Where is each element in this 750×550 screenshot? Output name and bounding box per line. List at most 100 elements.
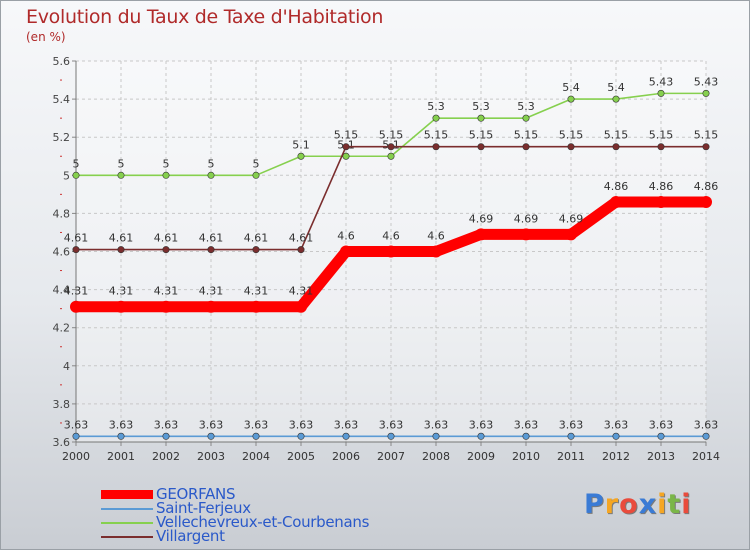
data-point-saint-ferjeux: [522, 432, 530, 440]
data-point-villargent: [522, 143, 530, 151]
data-label-saint-ferjeux: 3.63: [199, 418, 224, 431]
data-point-georfans: [295, 300, 307, 313]
data-point-saint-ferjeux: [567, 432, 575, 440]
data-point-saint-ferjeux: [432, 432, 440, 440]
x-tick-label: 2007: [377, 450, 405, 463]
data-label-saint-ferjeux: 3.63: [244, 418, 269, 431]
y-tick-label: 4.8: [53, 207, 71, 220]
data-label-saint-ferjeux: 3.63: [154, 418, 179, 431]
proxiti-logo: Proxiti: [584, 489, 692, 520]
data-label-saint-ferjeux: 3.63: [514, 418, 539, 431]
legend-item: GEORFANS: [101, 485, 421, 503]
x-tick-label: 2013: [647, 450, 675, 463]
data-label-saint-ferjeux: 3.63: [109, 418, 134, 431]
data-point-villargent: [252, 246, 260, 254]
data-label-villargent: 5.15: [694, 129, 719, 142]
data-point-georfans: [115, 300, 127, 313]
data-point-villargent: [567, 143, 575, 151]
x-tick-label: 2009: [467, 450, 495, 463]
data-label-georfans: 4.31: [154, 285, 179, 298]
data-point-saint-ferjeux: [342, 432, 350, 440]
logo-letter: x: [638, 489, 658, 520]
data-label-villargent: 5.15: [514, 129, 539, 142]
data-label-georfans: 4.6: [427, 230, 445, 243]
y-tick-label: 5.2: [53, 131, 71, 144]
data-point-villargent: [387, 143, 395, 151]
legend-label: Villargent: [156, 527, 225, 545]
x-tick-label: 2012: [602, 450, 630, 463]
data-label-villargent: 4.61: [64, 232, 89, 245]
data-point-georfans: [160, 300, 172, 313]
data-label-vellechevreux-et-courbenans: 5.3: [427, 100, 445, 113]
data-label-saint-ferjeux: 3.63: [64, 418, 89, 431]
data-point-georfans: [475, 228, 487, 241]
data-point-saint-ferjeux: [72, 432, 80, 440]
legend-item: Saint-Ferjeux: [101, 499, 421, 517]
x-tick-label: 2008: [422, 450, 450, 463]
data-label-vellechevreux-et-courbenans: 5.4: [562, 81, 580, 94]
data-label-georfans: 4.31: [244, 285, 269, 298]
data-label-georfans: 4.69: [469, 212, 494, 225]
data-label-villargent: 5.15: [379, 129, 404, 142]
data-label-vellechevreux-et-courbenans: 5.3: [517, 100, 535, 113]
logo-letter: t: [667, 489, 682, 520]
data-point-vellechevreux-et-courbenans: [297, 152, 305, 160]
data-point-villargent: [657, 143, 665, 151]
data-point-georfans: [430, 245, 442, 258]
data-label-georfans: 4.6: [382, 230, 400, 243]
y-tick-label: 4: [63, 360, 70, 373]
data-label-georfans: 4.69: [559, 212, 584, 225]
data-point-villargent: [612, 143, 620, 151]
data-label-villargent: 4.61: [289, 232, 314, 245]
x-tick-label: 2011: [557, 450, 585, 463]
data-point-saint-ferjeux: [702, 432, 710, 440]
logo-letter: r: [604, 489, 620, 520]
data-label-villargent: 4.61: [199, 232, 224, 245]
legend-label: Vellechevreux-et-Courbenans: [156, 513, 370, 531]
data-point-villargent: [162, 246, 170, 254]
y-tick-label: 4.4: [53, 284, 71, 297]
data-point-vellechevreux-et-courbenans: [657, 89, 665, 97]
data-point-georfans: [340, 245, 352, 258]
legend-swatch: [101, 490, 153, 499]
data-label-vellechevreux-et-courbenans: 5.43: [694, 75, 719, 88]
data-point-saint-ferjeux: [252, 432, 260, 440]
data-label-georfans: 4.69: [514, 212, 539, 225]
data-point-villargent: [702, 143, 710, 151]
data-label-georfans: 4.86: [649, 180, 674, 193]
data-label-georfans: 4.31: [109, 285, 134, 298]
y-tick-label: 4.6: [53, 246, 71, 259]
data-label-villargent: 5.15: [604, 129, 629, 142]
data-point-saint-ferjeux: [657, 432, 665, 440]
data-label-vellechevreux-et-courbenans: 5: [73, 157, 80, 170]
data-point-saint-ferjeux: [207, 432, 215, 440]
data-point-georfans: [385, 245, 397, 258]
data-point-georfans: [520, 228, 532, 241]
y-tick-label: 3.6: [53, 436, 71, 449]
legend-item: Villargent: [101, 527, 421, 545]
data-point-vellechevreux-et-courbenans: [117, 171, 125, 179]
data-point-vellechevreux-et-courbenans: [252, 171, 260, 179]
data-label-vellechevreux-et-courbenans: 5: [253, 157, 260, 170]
data-point-villargent: [297, 246, 305, 254]
data-label-villargent: 5.15: [649, 129, 674, 142]
data-label-villargent: 4.61: [154, 232, 179, 245]
logo-letter: P: [584, 489, 605, 520]
x-tick-label: 2005: [287, 450, 315, 463]
x-tick-label: 2014: [692, 450, 720, 463]
x-tick-label: 2010: [512, 450, 540, 463]
data-point-vellechevreux-et-courbenans: [612, 95, 620, 103]
data-label-saint-ferjeux: 3.63: [379, 418, 404, 431]
legend-label: Saint-Ferjeux: [156, 499, 251, 517]
data-label-villargent: 5.15: [334, 129, 359, 142]
data-point-georfans: [655, 195, 667, 208]
data-label-vellechevreux-et-courbenans: 5: [118, 157, 125, 170]
data-point-saint-ferjeux: [612, 432, 620, 440]
data-label-vellechevreux-et-courbenans: 5: [208, 157, 215, 170]
data-point-villargent: [477, 143, 485, 151]
data-point-vellechevreux-et-courbenans: [522, 114, 530, 122]
data-label-saint-ferjeux: 3.63: [649, 418, 674, 431]
data-point-vellechevreux-et-courbenans: [162, 171, 170, 179]
